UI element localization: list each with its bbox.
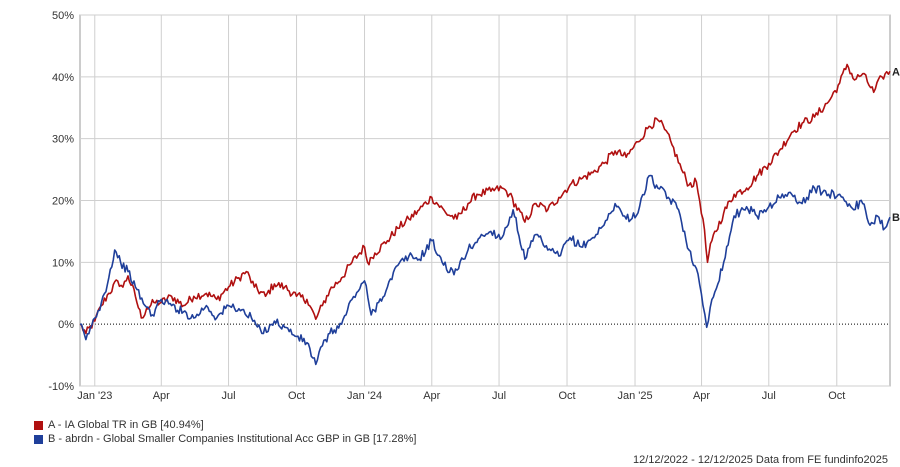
x-tick-label: Apr — [423, 390, 440, 402]
y-tick-label: -10% — [48, 381, 74, 393]
series-end-label-a: A — [892, 66, 900, 78]
legend-swatch-b — [34, 434, 43, 444]
y-tick-label: 40% — [52, 72, 74, 84]
x-tick-label: Jul — [222, 390, 236, 402]
x-tick-label: Oct — [558, 390, 575, 402]
x-tick-label: Apr — [153, 390, 170, 402]
grid — [79, 14, 891, 387]
x-tick-label: Oct — [828, 390, 845, 402]
x-tick-label: Jul — [492, 390, 506, 402]
legend: A - IA Global TR in GB [40.94%] B - abrd… — [34, 418, 416, 446]
y-tick-label: 20% — [52, 196, 74, 208]
x-tick-label: Jan '24 — [347, 390, 382, 402]
x-tick-label: Jan '25 — [617, 390, 652, 402]
y-tick-label: 10% — [52, 257, 74, 269]
x-tick-label: Jul — [762, 390, 776, 402]
series-lines: AB — [79, 63, 900, 366]
y-tick-label: 30% — [52, 134, 74, 146]
x-tick-label: Jan '23 — [77, 390, 112, 402]
y-tick-label: 50% — [52, 10, 74, 22]
series-end-label-b: B — [892, 212, 900, 224]
series-line-b — [79, 174, 891, 366]
line-chart: -10% 0% 10% 20% 30% 40% 50% Jan '23 Apr Jul Oct Jan… — [48, 10, 900, 402]
y-tick-label: 0% — [58, 319, 74, 331]
legend-item-b: B - abrdn - Global Smaller Companies Ins… — [34, 432, 416, 446]
x-tick-label: Apr — [693, 390, 710, 402]
legend-swatch-a — [34, 420, 43, 430]
series-line-a — [79, 63, 891, 335]
legend-label-b: B - abrdn - Global Smaller Companies Ins… — [48, 433, 417, 445]
axes: -10% 0% 10% 20% 30% 40% 50% Jan '23 Apr Jul Oct Jan… — [48, 10, 845, 402]
legend-item-a: A - IA Global TR in GB [40.94%] — [34, 418, 416, 432]
x-tick-label: Oct — [288, 390, 305, 402]
footer-source: 12/12/2022 - 12/12/2025 Data from FE fun… — [632, 454, 888, 466]
legend-label-a: A - IA Global TR in GB [40.94%] — [48, 419, 204, 431]
